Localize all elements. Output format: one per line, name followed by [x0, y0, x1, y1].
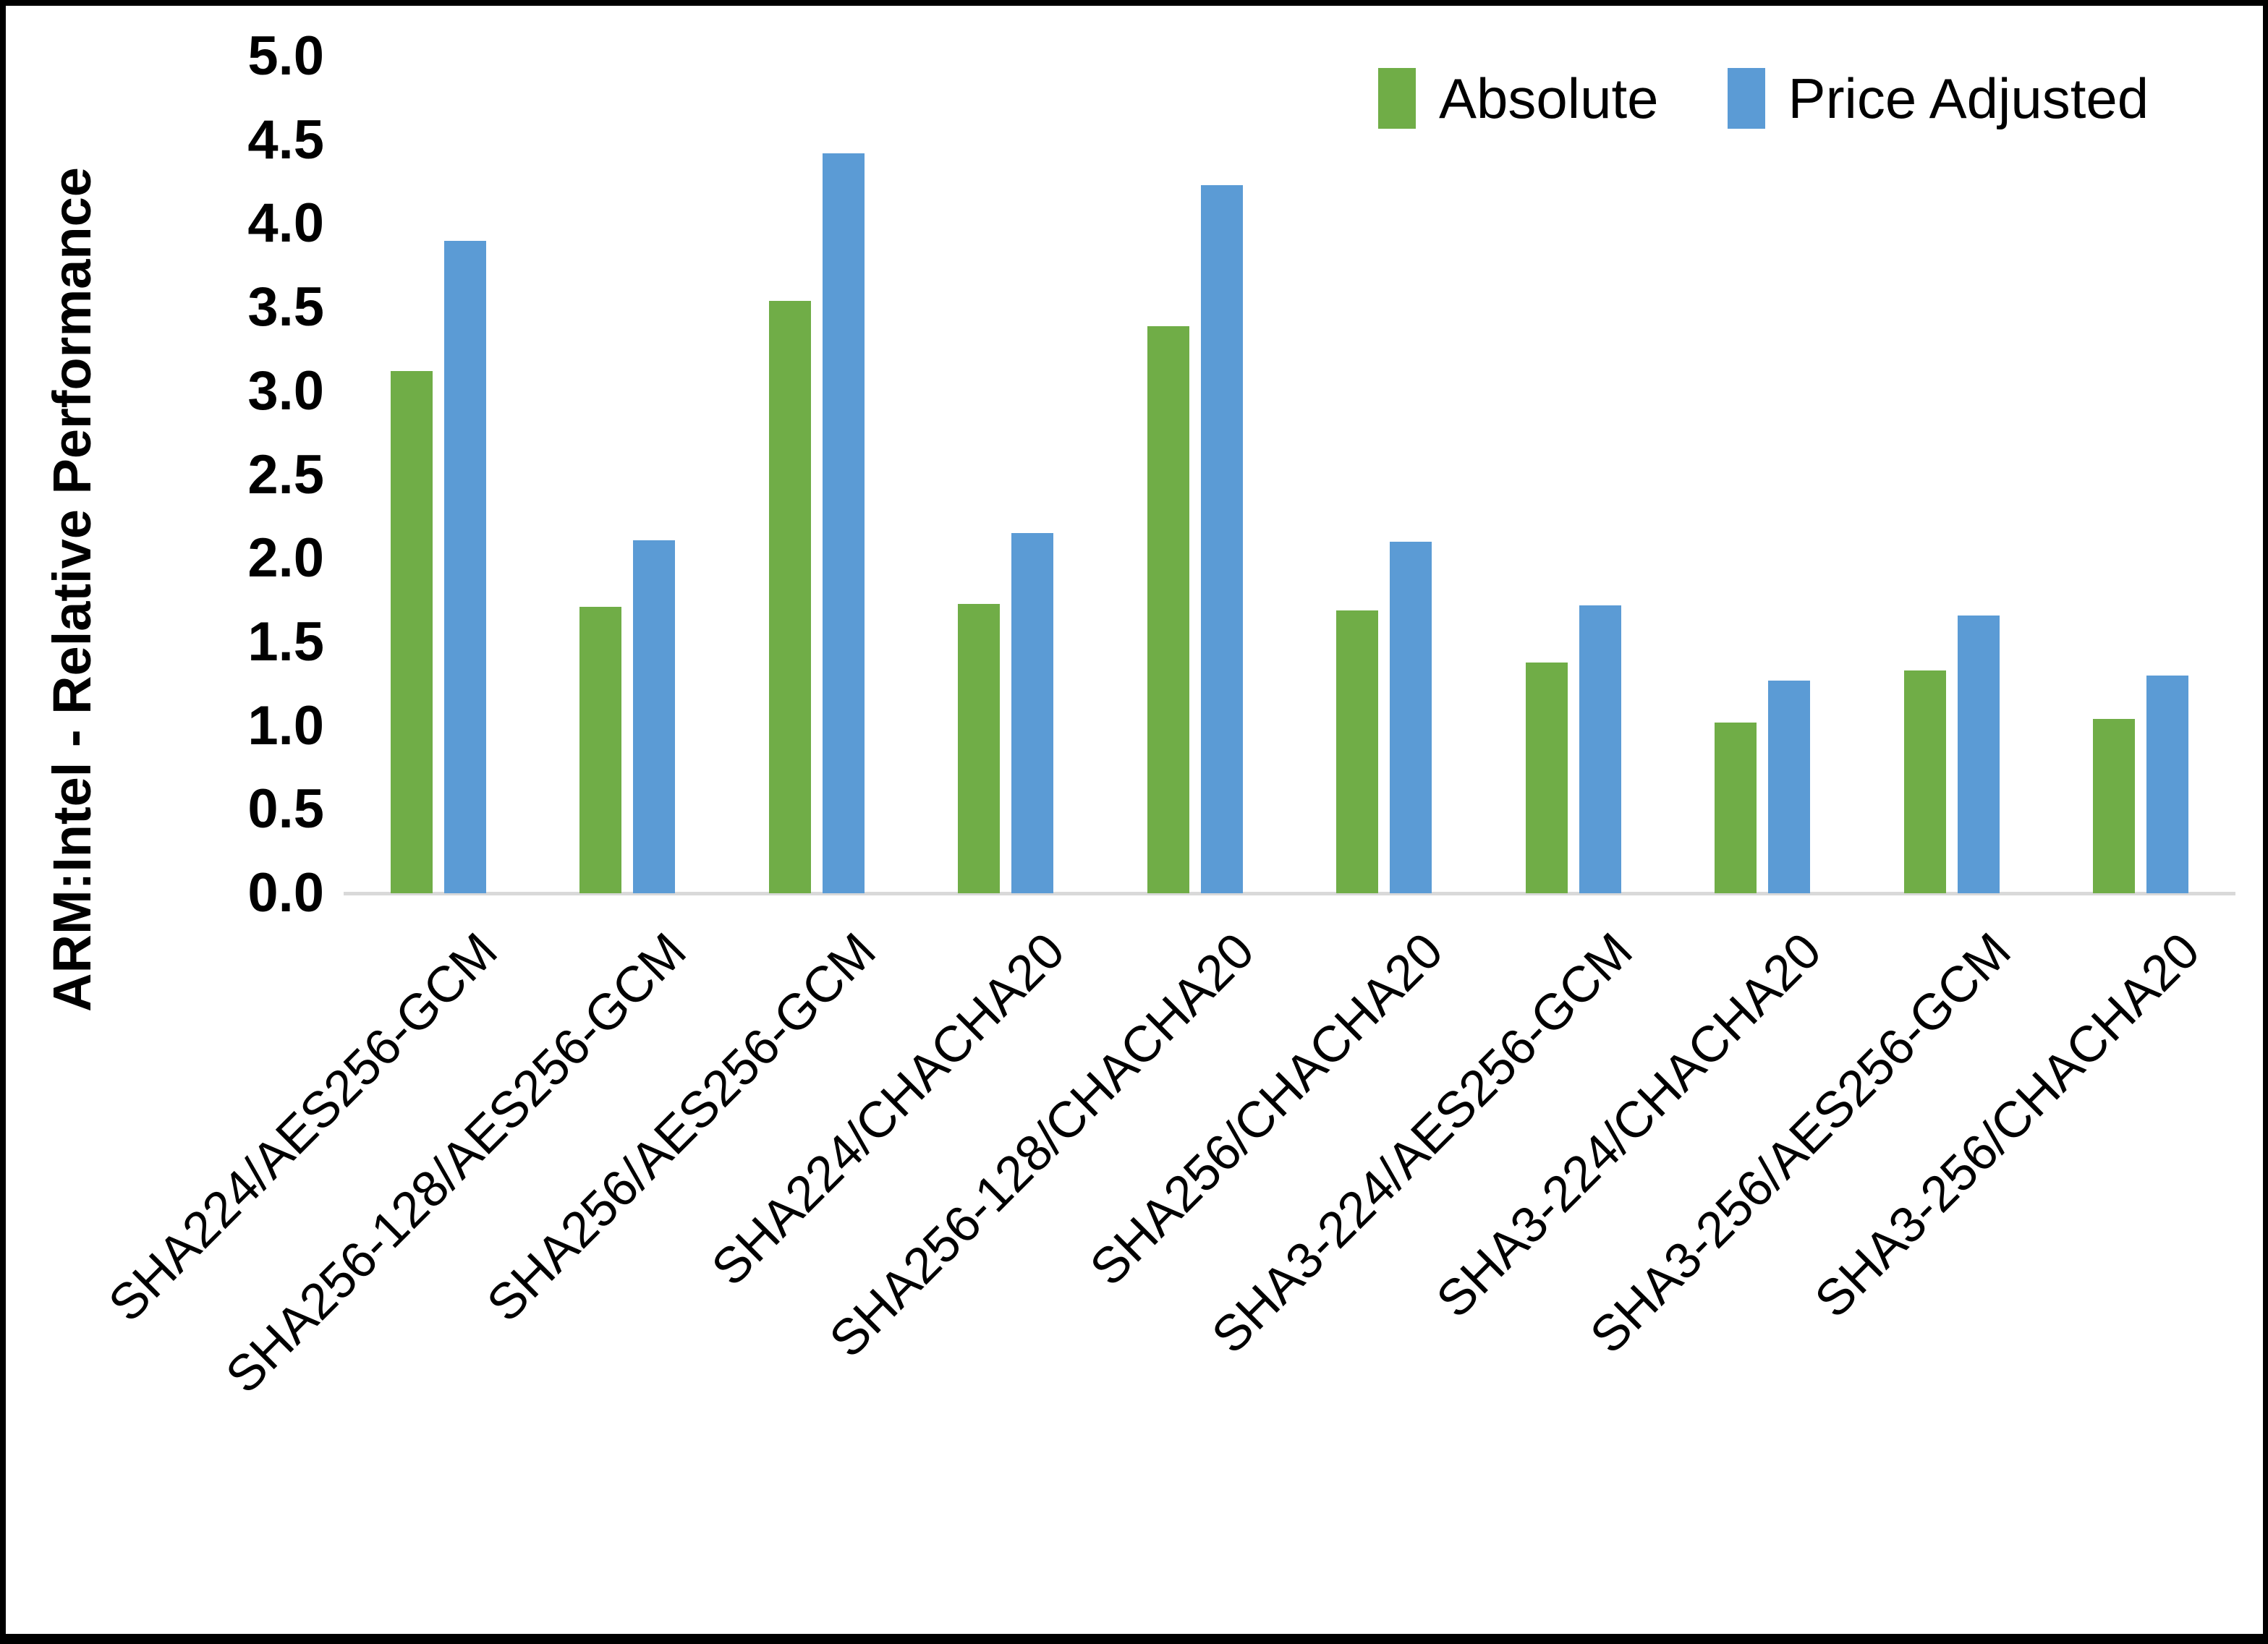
y-tick-label: 1.0: [247, 694, 324, 757]
y-tick-label: 2.5: [247, 443, 324, 506]
legend-swatch-absolute-icon: [1378, 68, 1416, 129]
bar-absolute: [1526, 663, 1568, 893]
legend-swatch-price-adjusted-icon: [1727, 68, 1765, 129]
bar-absolute: [769, 301, 811, 893]
bar-price-adjusted: [1011, 533, 1053, 893]
y-tick-label: 4.0: [247, 192, 324, 255]
bar-price-adjusted: [1390, 542, 1432, 893]
bar-absolute: [1715, 723, 1757, 893]
bar-price-adjusted: [633, 540, 675, 893]
y-tick-label: 0.5: [247, 778, 324, 840]
y-tick-label: 1.5: [247, 610, 324, 673]
y-tick-label: 3.0: [247, 359, 324, 422]
legend-label-absolute: Absolute: [1439, 67, 1659, 130]
bar-absolute: [958, 604, 1000, 893]
legend-item-price-adjusted: Price Adjusted: [1727, 64, 2149, 133]
bar-absolute: [391, 371, 433, 893]
bar-absolute: [2093, 719, 2135, 893]
bar-price-adjusted: [1201, 185, 1243, 893]
legend-item-absolute: Absolute: [1378, 64, 1659, 133]
bar-absolute: [1336, 610, 1378, 893]
legend-label-price-adjusted: Price Adjusted: [1788, 67, 2149, 130]
bar-absolute: [579, 607, 621, 893]
y-tick-label: 3.5: [247, 276, 324, 338]
bar-price-adjusted: [1579, 605, 1621, 893]
bar-absolute: [1904, 670, 1946, 893]
y-tick-label: 4.5: [247, 108, 324, 171]
bar-price-adjusted: [444, 241, 486, 893]
legend: Absolute Price Adjusted: [1378, 64, 2149, 133]
bar-price-adjusted: [1958, 616, 2000, 893]
bar-price-adjusted: [1768, 681, 1810, 893]
y-tick-label: 2.0: [247, 527, 324, 589]
y-tick-label: 0.0: [247, 862, 324, 924]
y-axis-title: ARM:Intel - Relative Performance: [42, 167, 102, 1012]
x-axis-baseline: [344, 892, 2235, 895]
bar-price-adjusted: [823, 153, 865, 893]
y-tick-label: 5.0: [247, 25, 324, 87]
bar-absolute: [1147, 326, 1189, 893]
bar-price-adjusted: [2146, 676, 2188, 893]
